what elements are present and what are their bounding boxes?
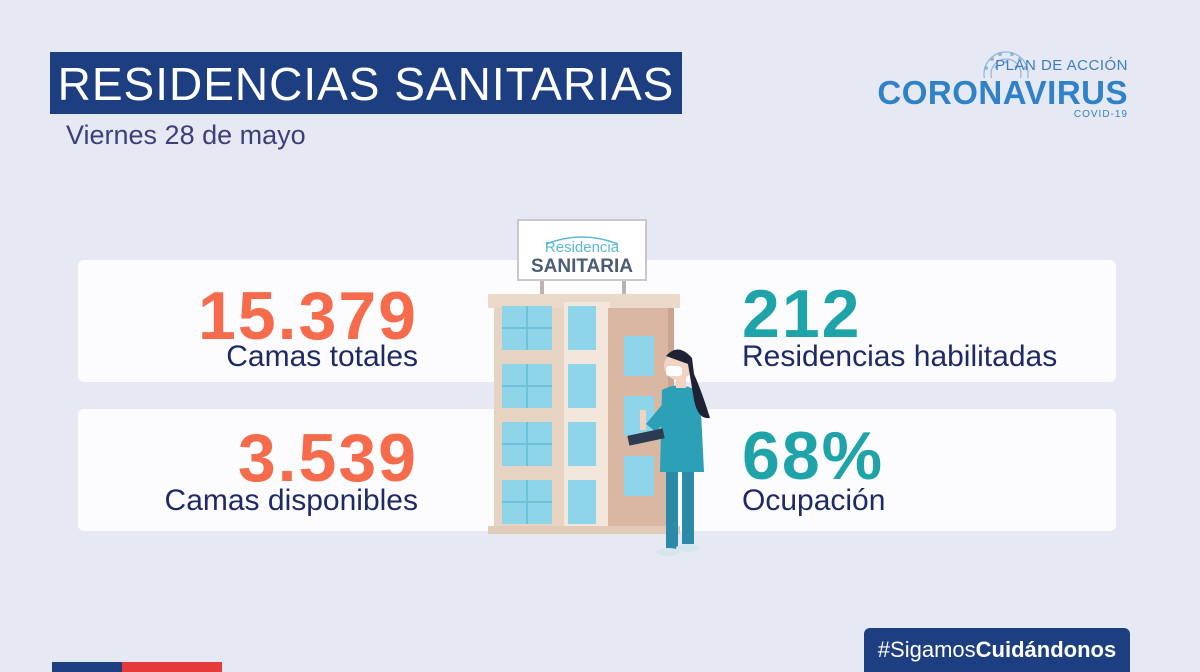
ocupacion-label: Ocupación [742, 484, 886, 517]
page-title: RESIDENCIAS SANITARIAS [50, 52, 682, 114]
camas-totales-value: 15.379 [198, 278, 418, 354]
logo-main-text: CORONAVIRUS [877, 74, 1128, 111]
sign-line1: Residencia [545, 239, 620, 256]
hashtag-bold: Cuidándonos [975, 637, 1117, 662]
hashtag-banner: #Sigamos Cuidándonos [864, 628, 1130, 672]
flag-blue [52, 662, 122, 672]
flag-stripe [52, 662, 222, 672]
camas-disponibles-label: Camas disponibles [164, 484, 418, 517]
building-illustration: Residencia SANITARIA [488, 219, 710, 556]
coronavirus-emblem-icon [983, 51, 1029, 78]
residencias-label: Residencias habilitadas [742, 340, 1058, 373]
logo-sub-text: COVID-19 [1073, 109, 1128, 120]
coronavirus-logo: PLAN DE ACCIÓN CORONAVIRUS COVID-19 [877, 48, 1136, 124]
camas-disponibles-value: 3.539 [237, 420, 418, 496]
date-label: Viernes 28 de mayo [66, 120, 306, 150]
flag-red [122, 662, 222, 672]
nurse-illustration [627, 349, 710, 556]
sign-line2: SANITARIA [531, 256, 633, 277]
residencias-value: 212 [742, 276, 862, 352]
camas-totales-label: Camas totales [226, 340, 418, 373]
hashtag-prefix: #Sigamos [877, 637, 976, 662]
logo-plan-text: PLAN DE ACCIÓN [995, 57, 1128, 74]
ocupacion-value: 68% [742, 418, 885, 494]
